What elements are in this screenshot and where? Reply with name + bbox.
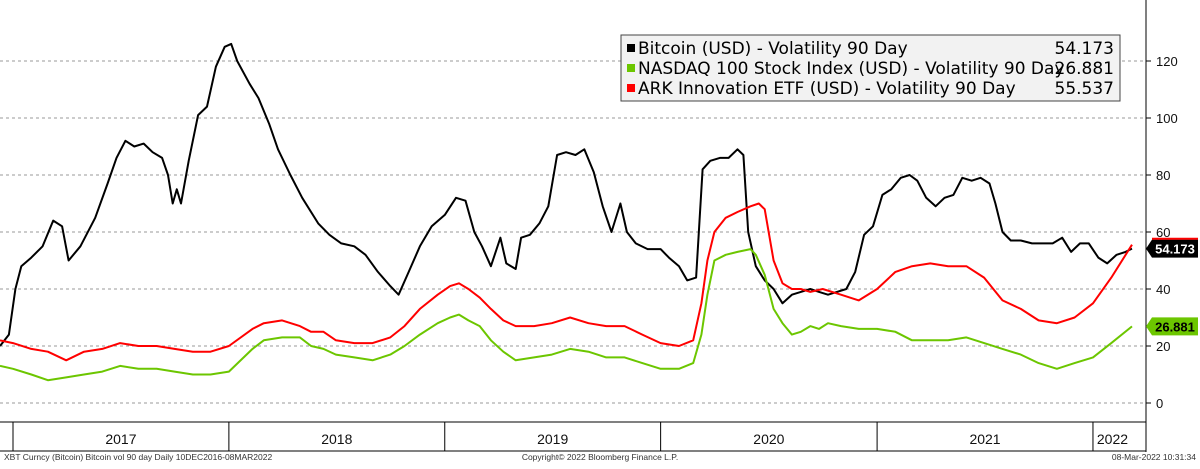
series-layer (0, 42, 1133, 382)
axis-layer: 0 20 40 60 80 100 120 2017 2018 2019 2020 2021 2022 (0, 0, 1178, 452)
value-badges: 54.173 26.881 (1146, 237, 1198, 336)
series-line-2 (0, 202, 1133, 362)
legend-box (620, 34, 1121, 102)
x-tick-label: 2021 (969, 431, 1000, 447)
legend-label: ARK Innovation ETF (USD) - Volatility 90… (638, 79, 1016, 99)
x-tick-label: 2022 (1097, 431, 1128, 447)
y-tick-label: 40 (1156, 282, 1170, 297)
legend-label: Bitcoin (USD) - Volatility 90 Day (638, 39, 908, 59)
footer-left: XBT Curncy (Bitcoin) Bitcoin vol 90 day … (4, 452, 272, 462)
grid-layer (0, 60, 1146, 404)
value-badge-pointer (1146, 317, 1152, 336)
y-tick-label: 0 (1156, 396, 1163, 411)
y-tick-label: 120 (1156, 54, 1178, 69)
footer-right: 08-Mar-2022 10:31:34 (1112, 452, 1196, 462)
y-tick-label: 100 (1156, 111, 1178, 126)
value-badge: 26.881 (1146, 317, 1198, 336)
value-badge-label: 54.173 (1155, 242, 1195, 257)
y-tick-label: 80 (1156, 168, 1170, 183)
value-badge-bg (1152, 239, 1198, 258)
value-badge-label: 26.881 (1155, 319, 1195, 334)
x-tick-label: 2020 (753, 431, 784, 447)
x-tick-label: 2019 (537, 431, 568, 447)
legend: Bitcoin (USD) - Volatility 90 Day 54.173N… (620, 34, 1121, 102)
legend-swatch (627, 84, 635, 92)
series-line-1 (0, 248, 1133, 382)
legend-value: 55.537 (1055, 79, 1114, 99)
value-badge-bg (1152, 317, 1198, 336)
y-tick-label: 20 (1156, 339, 1170, 354)
legend-label: NASDAQ 100 Stock Index (USD) - Volatilit… (638, 59, 1065, 79)
series-line-0 (0, 42, 1133, 347)
y-tick-label: 60 (1156, 225, 1170, 240)
x-tick-label: 2018 (321, 431, 352, 447)
value-badge: 54.173 (1146, 239, 1198, 258)
x-tick-label: 2017 (105, 431, 136, 447)
legend-value: 54.173 (1055, 39, 1114, 59)
value-badge-pointer (1146, 239, 1152, 258)
legend-swatch (627, 44, 635, 52)
footer: XBT Curncy (Bitcoin) Bitcoin vol 90 day … (4, 452, 1196, 462)
footer-center: Copyright© 2022 Bloomberg Finance L.P. (522, 452, 678, 462)
legend-swatch (627, 64, 635, 72)
legend-value: 26.881 (1055, 59, 1114, 79)
